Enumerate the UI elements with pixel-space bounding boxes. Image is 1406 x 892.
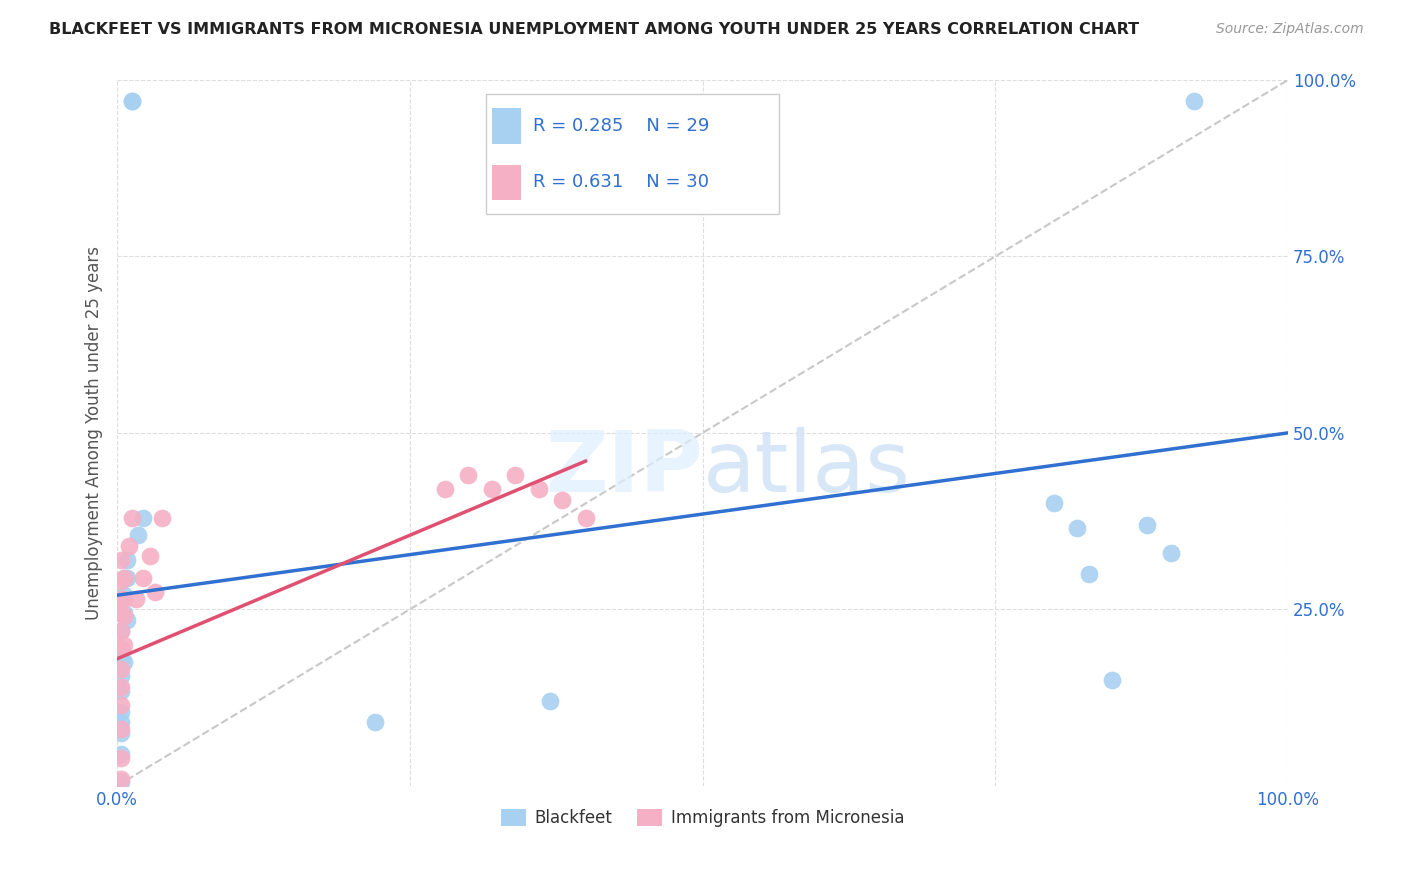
Point	[1182, 94, 1205, 108]
Point	[110, 705, 132, 719]
Text: BLACKFEET VS IMMIGRANTS FROM MICRONESIA UNEMPLOYMENT AMONG YOUTH UNDER 25 YEARS : BLACKFEET VS IMMIGRANTS FROM MICRONESIA …	[49, 22, 1139, 37]
Point	[139, 549, 162, 564]
Point	[110, 574, 132, 588]
Point	[110, 772, 132, 786]
Text: ZIP: ZIP	[546, 426, 703, 509]
Point	[110, 591, 132, 606]
Text: R = 0.285    N = 29: R = 0.285 N = 29	[533, 117, 709, 135]
Point	[110, 641, 132, 656]
Point	[132, 571, 155, 585]
Point	[1066, 521, 1088, 535]
Point	[118, 539, 141, 553]
Point	[538, 694, 561, 708]
FancyBboxPatch shape	[492, 108, 522, 144]
Point	[121, 94, 143, 108]
Point	[112, 588, 135, 602]
Point	[364, 715, 387, 730]
Y-axis label: Unemployment Among Youth under 25 years: Unemployment Among Youth under 25 years	[86, 246, 103, 620]
Point	[110, 624, 132, 638]
Point	[1043, 496, 1066, 510]
Point	[1136, 517, 1159, 532]
Point	[112, 655, 135, 669]
FancyBboxPatch shape	[486, 94, 779, 214]
Point	[481, 483, 503, 497]
FancyBboxPatch shape	[492, 165, 522, 200]
Point	[503, 468, 526, 483]
Point	[110, 715, 132, 730]
Point	[457, 468, 479, 483]
Point	[132, 510, 155, 524]
Point	[112, 606, 135, 620]
Point	[143, 584, 166, 599]
Point	[150, 510, 173, 524]
Point	[110, 775, 132, 789]
Point	[115, 571, 138, 585]
Point	[527, 483, 550, 497]
Point	[434, 483, 457, 497]
Point	[112, 609, 135, 624]
Point	[110, 624, 132, 638]
Text: atlas: atlas	[703, 426, 911, 509]
Point	[110, 662, 132, 676]
Point	[115, 613, 138, 627]
Point	[110, 726, 132, 740]
Point	[127, 528, 149, 542]
Text: Source: ZipAtlas.com: Source: ZipAtlas.com	[1216, 22, 1364, 37]
Legend: Blackfeet, Immigrants from Micronesia: Blackfeet, Immigrants from Micronesia	[495, 803, 911, 834]
Text: R = 0.631    N = 30: R = 0.631 N = 30	[533, 173, 709, 191]
Point	[112, 591, 135, 606]
Point	[112, 571, 135, 585]
Point	[110, 553, 132, 567]
Point	[110, 651, 132, 665]
Point	[551, 492, 574, 507]
Point	[110, 698, 132, 712]
Point	[1160, 546, 1182, 560]
Point	[115, 553, 138, 567]
Point	[110, 606, 132, 620]
Point	[1078, 567, 1101, 582]
Point	[574, 510, 596, 524]
Point	[112, 571, 135, 585]
Point	[110, 669, 132, 683]
Point	[110, 723, 132, 737]
Point	[1101, 673, 1123, 687]
Point	[110, 747, 132, 761]
Point	[121, 94, 143, 108]
Point	[125, 591, 148, 606]
Point	[110, 750, 132, 764]
Point	[121, 510, 143, 524]
Point	[110, 680, 132, 694]
Point	[112, 638, 135, 652]
Point	[110, 683, 132, 698]
